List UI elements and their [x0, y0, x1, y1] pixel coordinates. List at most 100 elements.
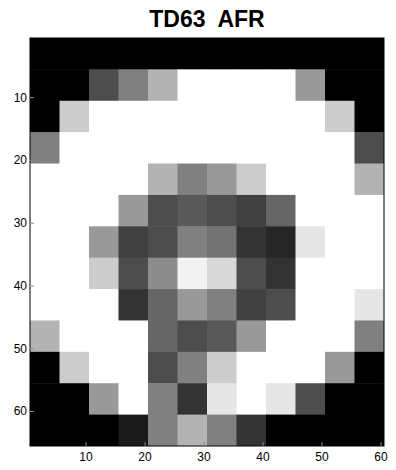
cell [30, 226, 60, 258]
cell [296, 289, 326, 321]
cell [207, 289, 237, 321]
cell [296, 352, 326, 384]
cell [30, 132, 60, 164]
cell [355, 320, 385, 352]
cell [119, 352, 149, 384]
cell [148, 132, 178, 164]
cell [119, 101, 149, 133]
cell [237, 383, 267, 415]
y-tick [30, 411, 34, 412]
chart: TD63 AFR102030405060102030405060 [0, 0, 396, 470]
cell [148, 352, 178, 384]
cell [89, 383, 119, 415]
cell [325, 383, 355, 415]
y-tick-label: 30 [14, 216, 28, 230]
cell [119, 320, 149, 352]
cell [148, 164, 178, 196]
cell [89, 132, 119, 164]
cell [237, 38, 267, 70]
cell [237, 101, 267, 133]
cell [60, 195, 90, 227]
x-tick [204, 442, 205, 446]
cell [207, 320, 237, 352]
cell [60, 226, 90, 258]
cell [296, 132, 326, 164]
cell [355, 164, 385, 196]
cell [296, 69, 326, 101]
y-tick-label: 50 [14, 342, 28, 356]
cell [266, 383, 296, 415]
y-tick [30, 348, 34, 349]
cell [207, 383, 237, 415]
cell [178, 195, 208, 227]
cell [237, 352, 267, 384]
cell [266, 38, 296, 70]
cell [60, 38, 90, 70]
cell [89, 352, 119, 384]
cell [148, 69, 178, 101]
cell [296, 383, 326, 415]
cell [266, 320, 296, 352]
cell [237, 289, 267, 321]
cell [266, 258, 296, 290]
x-tick [145, 442, 146, 446]
cell [355, 383, 385, 415]
cell [266, 164, 296, 196]
cells [30, 38, 384, 446]
cell [325, 415, 355, 446]
cell [237, 164, 267, 196]
cell [296, 226, 326, 258]
cell [296, 415, 326, 446]
x-tick-label: 20 [138, 450, 152, 464]
x-tick-label: 60 [374, 450, 388, 464]
cell [89, 415, 119, 446]
cell [355, 38, 385, 70]
cell [30, 258, 60, 290]
cell [89, 195, 119, 227]
cell [325, 320, 355, 352]
cell [148, 415, 178, 446]
cell [355, 352, 385, 384]
cell [207, 195, 237, 227]
cell [30, 101, 60, 133]
y-tick-label: 10 [14, 91, 28, 105]
cell [30, 69, 60, 101]
cell [148, 289, 178, 321]
x-tick [322, 442, 323, 446]
x-tick-label: 10 [79, 450, 93, 464]
cell [30, 164, 60, 196]
cell [60, 258, 90, 290]
cell [60, 101, 90, 133]
cell [148, 38, 178, 70]
cell [237, 320, 267, 352]
cell [325, 69, 355, 101]
cell [60, 320, 90, 352]
y-tick-label: 40 [14, 279, 28, 293]
cell [207, 101, 237, 133]
y-tick-label: 20 [14, 153, 28, 167]
y-tick [30, 97, 34, 98]
cell [207, 69, 237, 101]
cell [266, 195, 296, 227]
cell [296, 320, 326, 352]
cell [148, 195, 178, 227]
cell [266, 289, 296, 321]
cell [178, 69, 208, 101]
x-tick-label: 40 [256, 450, 270, 464]
cell [207, 132, 237, 164]
cell [119, 258, 149, 290]
cell [60, 132, 90, 164]
cell [119, 226, 149, 258]
cell [119, 383, 149, 415]
cell [89, 289, 119, 321]
x-tick-label: 30 [197, 450, 211, 464]
cell [237, 226, 267, 258]
cell [178, 226, 208, 258]
cell [119, 415, 149, 446]
cell [325, 258, 355, 290]
y-tick-label: 60 [14, 404, 28, 418]
cell [178, 132, 208, 164]
cell [355, 195, 385, 227]
cell [60, 164, 90, 196]
x-tick-label: 50 [315, 450, 329, 464]
